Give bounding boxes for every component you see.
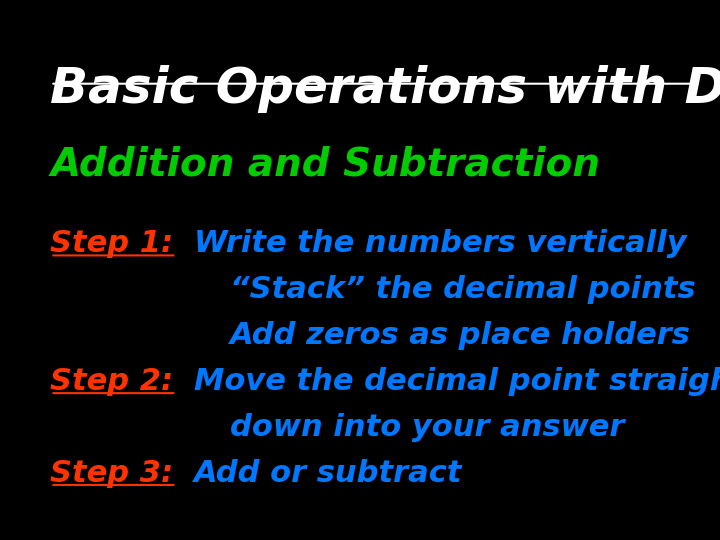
Text: Write the numbers vertically: Write the numbers vertically [194,230,687,259]
Text: Move the decimal point straight: Move the decimal point straight [194,367,720,396]
Text: Step 3:: Step 3: [50,459,174,488]
Text: Step 1:: Step 1: [50,230,174,259]
Text: Basic Operations with Decimals:: Basic Operations with Decimals: [50,65,720,113]
Text: Step 2:: Step 2: [50,367,174,396]
Text: Addition and Subtraction: Addition and Subtraction [50,146,600,184]
Text: down into your answer: down into your answer [230,413,625,442]
Text: Add zeros as place holders: Add zeros as place holders [230,321,691,350]
Text: “Stack” the decimal points: “Stack” the decimal points [230,275,696,305]
Text: Add or subtract: Add or subtract [194,459,463,488]
